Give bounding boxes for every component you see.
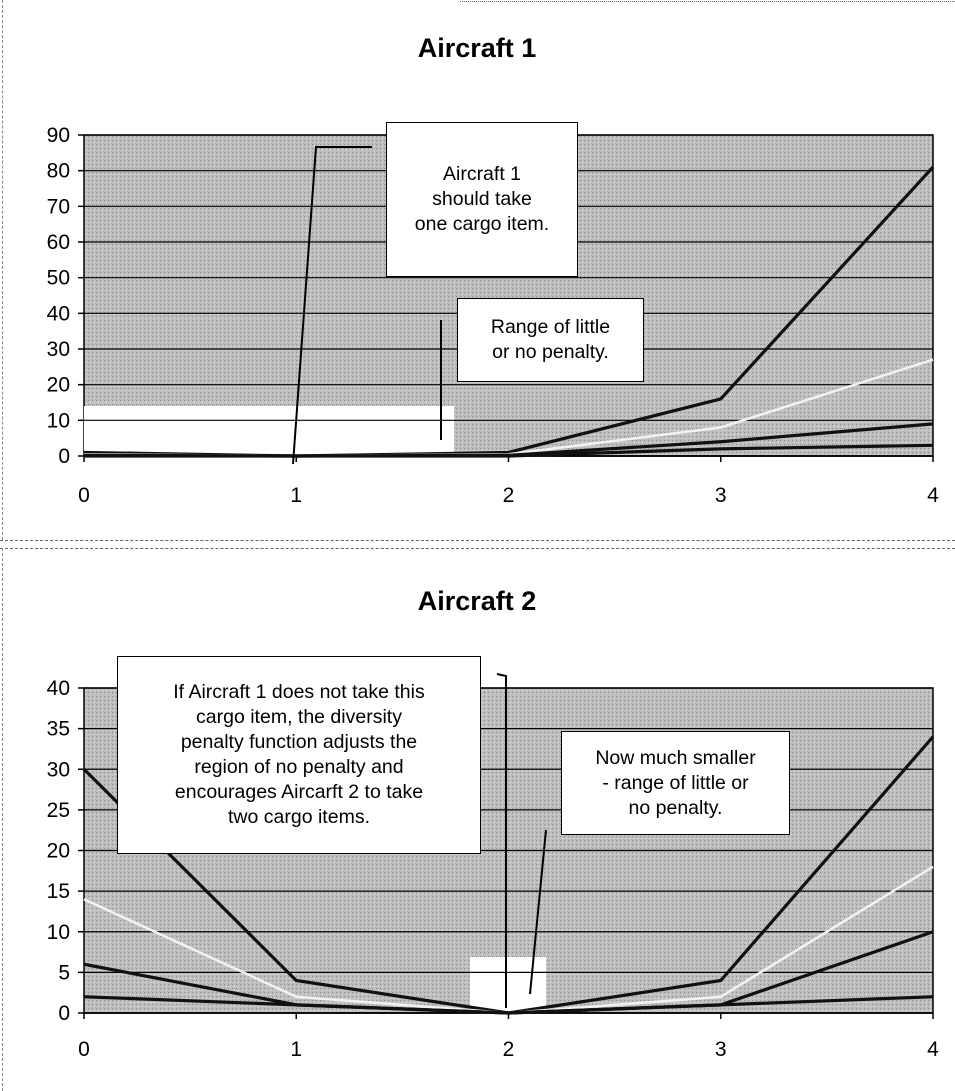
x-tick-label: 0	[78, 1038, 90, 1061]
y-tick-label: 10	[47, 921, 70, 944]
y-tick-label: 60	[47, 231, 70, 254]
y-tick-label: 25	[47, 799, 70, 822]
y-tick-label: 0	[58, 1002, 70, 1025]
chart-panel-aircraft-2: Aircraft 2 0 5 10 15 20 25 30 35 40 0 1 2 3 4 If Aircr…	[0, 548, 955, 1091]
panel-separator	[0, 548, 955, 549]
annotation-callout: Now much smaller - range of little or no…	[561, 731, 790, 835]
chart-panel-aircraft-1: Aircraft 1 0 10 20 30 40 50 60 70 80 90 0 1 2 3 4 Aircr…	[0, 0, 955, 542]
x-tick-label: 4	[927, 484, 939, 507]
panel-border	[2, 0, 3, 540]
series-line-4	[84, 443, 934, 458]
x-tick-label: 1	[290, 484, 302, 507]
y-tick-label: 50	[47, 267, 70, 290]
panel-separator	[0, 540, 955, 541]
y-tick-label: 90	[47, 124, 70, 147]
y-tick-label: 15	[47, 880, 70, 903]
y-tick-label: 35	[47, 718, 70, 741]
x-tick-label: 2	[503, 1038, 515, 1061]
y-tick-label: 40	[47, 677, 70, 700]
x-tick-label: 1	[290, 1038, 302, 1061]
no-penalty-region	[470, 957, 546, 1013]
y-tick-label: 40	[47, 302, 70, 325]
annotation-callout: If Aircraft 1 does not take this cargo i…	[117, 656, 481, 854]
annotation-callout: Aircraft 1 should take one cargo item.	[386, 122, 578, 277]
x-tick-label: 3	[715, 1038, 727, 1061]
x-tick-label: 4	[927, 1038, 939, 1061]
panel-border	[2, 548, 3, 1091]
chart-title: Aircraft 2	[418, 586, 537, 616]
callout-leader-line	[292, 146, 372, 465]
y-tick-label: 20	[47, 374, 70, 397]
annotation-callout: Range of little or no penalty.	[457, 298, 644, 382]
x-tick-label: 2	[503, 484, 515, 507]
y-tick-label: 30	[47, 338, 70, 361]
panel-border	[460, 1, 955, 2]
callout-leader-line	[496, 673, 507, 1008]
y-tick-label: 0	[58, 445, 70, 468]
x-tick-label: 0	[78, 484, 90, 507]
y-tick-label: 80	[47, 160, 70, 183]
chart-title: Aircraft 1	[418, 33, 537, 63]
y-tick-label: 10	[47, 409, 70, 432]
callout-leader-line	[529, 829, 547, 995]
series-line-4	[83, 995, 934, 1015]
no-penalty-region	[84, 406, 454, 456]
y-tick-label: 5	[58, 961, 70, 984]
y-tick-label: 70	[47, 195, 70, 218]
y-tick-label: 30	[47, 758, 70, 781]
y-tick-label: 20	[47, 840, 70, 863]
x-tick-label: 3	[715, 484, 727, 507]
